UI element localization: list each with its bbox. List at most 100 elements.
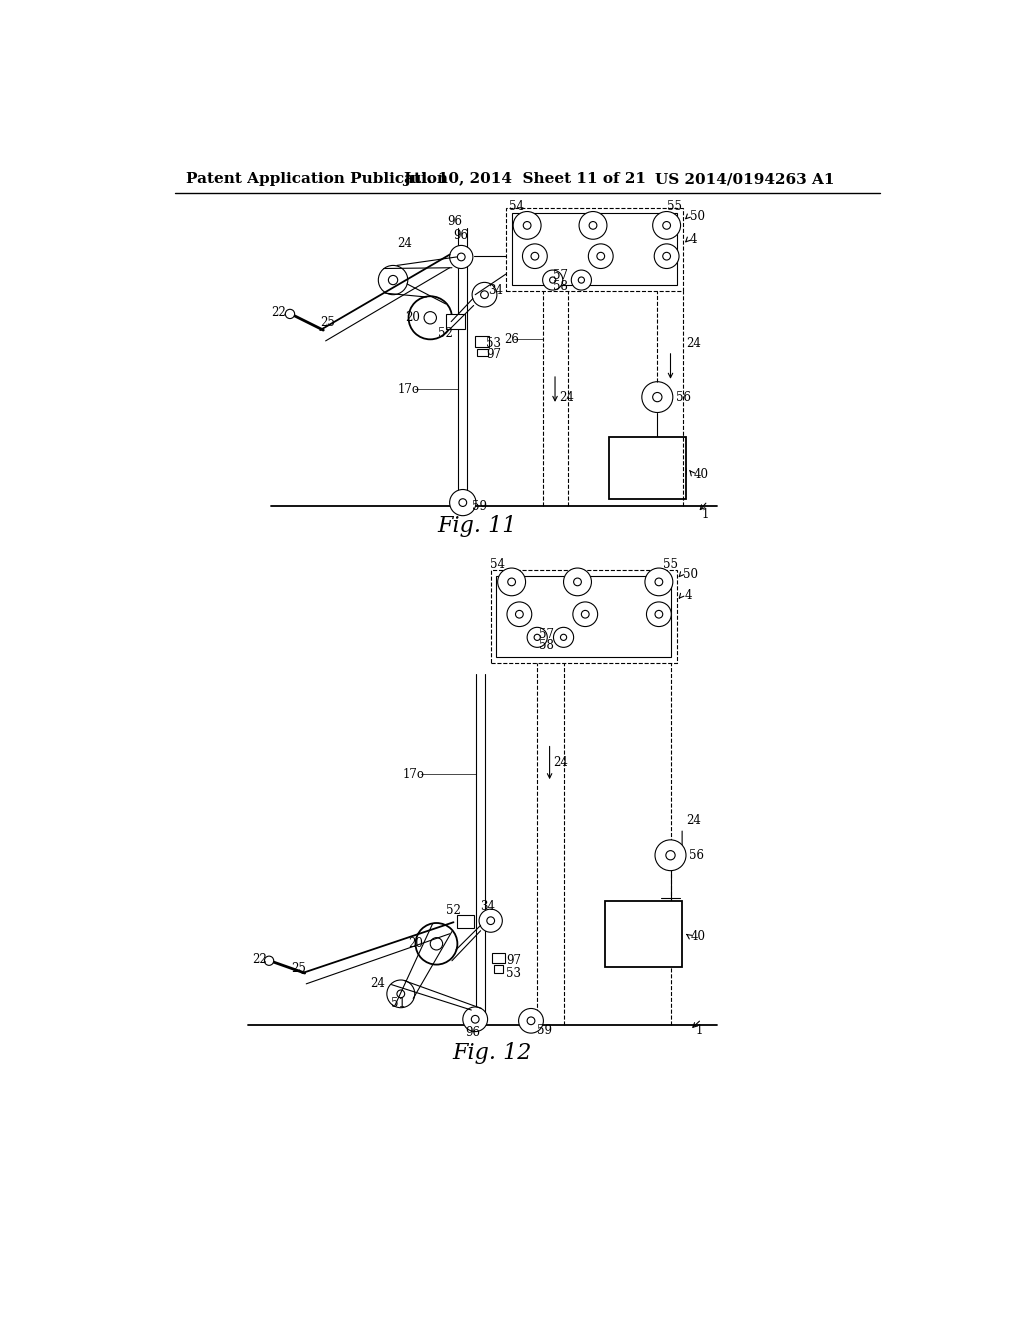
Circle shape: [286, 309, 295, 318]
Circle shape: [518, 1008, 544, 1034]
Circle shape: [498, 568, 525, 595]
Text: 58: 58: [539, 639, 554, 652]
Text: 59: 59: [472, 500, 487, 513]
Text: 24: 24: [686, 337, 700, 350]
Circle shape: [582, 610, 589, 618]
Bar: [506, 207, 683, 290]
Circle shape: [471, 1015, 479, 1023]
Circle shape: [388, 276, 397, 285]
Bar: [494, 965, 503, 973]
Text: 96: 96: [447, 215, 462, 228]
Bar: [512, 213, 678, 285]
Circle shape: [527, 1016, 535, 1024]
Circle shape: [507, 602, 531, 627]
Circle shape: [645, 568, 673, 595]
Text: 24: 24: [371, 977, 385, 990]
Text: 59: 59: [538, 1023, 552, 1036]
Circle shape: [515, 610, 523, 618]
Circle shape: [654, 244, 679, 268]
Circle shape: [579, 277, 585, 284]
Circle shape: [663, 252, 671, 260]
Circle shape: [655, 610, 663, 618]
Circle shape: [479, 909, 503, 932]
Bar: [458, 915, 474, 928]
Text: 58: 58: [554, 280, 568, 293]
Circle shape: [523, 222, 531, 230]
Text: 53: 53: [506, 966, 521, 979]
Circle shape: [430, 937, 442, 950]
Circle shape: [527, 627, 547, 647]
Text: Fig. 12: Fig. 12: [453, 1043, 531, 1064]
Circle shape: [652, 211, 681, 239]
Circle shape: [571, 271, 592, 290]
Circle shape: [642, 381, 673, 413]
Text: 57: 57: [554, 269, 568, 282]
Circle shape: [554, 627, 573, 647]
Circle shape: [378, 265, 408, 294]
Circle shape: [531, 252, 539, 260]
Text: 96: 96: [465, 1026, 480, 1039]
Circle shape: [264, 956, 273, 965]
Circle shape: [663, 222, 671, 230]
Text: 22: 22: [271, 306, 286, 319]
Text: 34: 34: [480, 900, 495, 913]
Circle shape: [450, 246, 473, 268]
Text: 20: 20: [406, 312, 420, 325]
Text: 17o: 17o: [397, 383, 420, 396]
Circle shape: [458, 253, 465, 261]
Circle shape: [522, 244, 547, 268]
Text: Patent Application Publication: Patent Application Publication: [186, 172, 449, 186]
Text: 24: 24: [553, 756, 567, 770]
Text: 40: 40: [690, 929, 706, 942]
Circle shape: [655, 840, 686, 871]
Circle shape: [579, 211, 607, 239]
Text: 57: 57: [539, 628, 554, 640]
Circle shape: [513, 211, 541, 239]
Text: 26: 26: [505, 333, 519, 346]
Text: 56: 56: [689, 849, 705, 862]
Circle shape: [573, 578, 582, 586]
Text: 4: 4: [684, 589, 692, 602]
Text: US 2014/0194263 A1: US 2014/0194263 A1: [655, 172, 835, 186]
Text: 97: 97: [486, 348, 501, 362]
Circle shape: [387, 979, 415, 1007]
Text: 50: 50: [683, 568, 698, 581]
Bar: [490, 570, 677, 663]
Text: Fig. 11: Fig. 11: [437, 515, 516, 537]
Circle shape: [655, 578, 663, 586]
Text: 24: 24: [559, 391, 573, 404]
Circle shape: [416, 923, 458, 965]
Text: 96: 96: [454, 228, 469, 242]
Circle shape: [486, 917, 495, 924]
Circle shape: [597, 252, 604, 260]
Text: 22: 22: [252, 953, 266, 966]
Circle shape: [666, 850, 675, 859]
Circle shape: [563, 568, 592, 595]
Bar: [445, 314, 465, 330]
Text: 56: 56: [676, 391, 691, 404]
Circle shape: [463, 1007, 487, 1032]
Circle shape: [450, 490, 476, 516]
Text: 50: 50: [690, 210, 705, 223]
Bar: [475, 337, 489, 347]
Bar: [477, 348, 487, 356]
Text: 97: 97: [506, 954, 521, 968]
Text: 1: 1: [701, 508, 709, 520]
Circle shape: [550, 277, 556, 284]
Circle shape: [589, 244, 613, 268]
Text: Jul. 10, 2014  Sheet 11 of 21: Jul. 10, 2014 Sheet 11 of 21: [403, 172, 646, 186]
Text: 34: 34: [488, 284, 504, 297]
Circle shape: [589, 222, 597, 230]
Text: 25: 25: [291, 962, 305, 975]
Bar: [493, 953, 505, 964]
Text: 25: 25: [321, 315, 335, 329]
Text: 17o: 17o: [403, 768, 425, 781]
Circle shape: [572, 602, 598, 627]
Circle shape: [480, 290, 488, 298]
Bar: [608, 437, 686, 499]
Text: 24: 24: [686, 814, 700, 828]
Text: 55: 55: [667, 199, 682, 213]
Text: 20: 20: [409, 937, 424, 950]
Circle shape: [652, 392, 662, 401]
Text: 55: 55: [663, 557, 678, 570]
